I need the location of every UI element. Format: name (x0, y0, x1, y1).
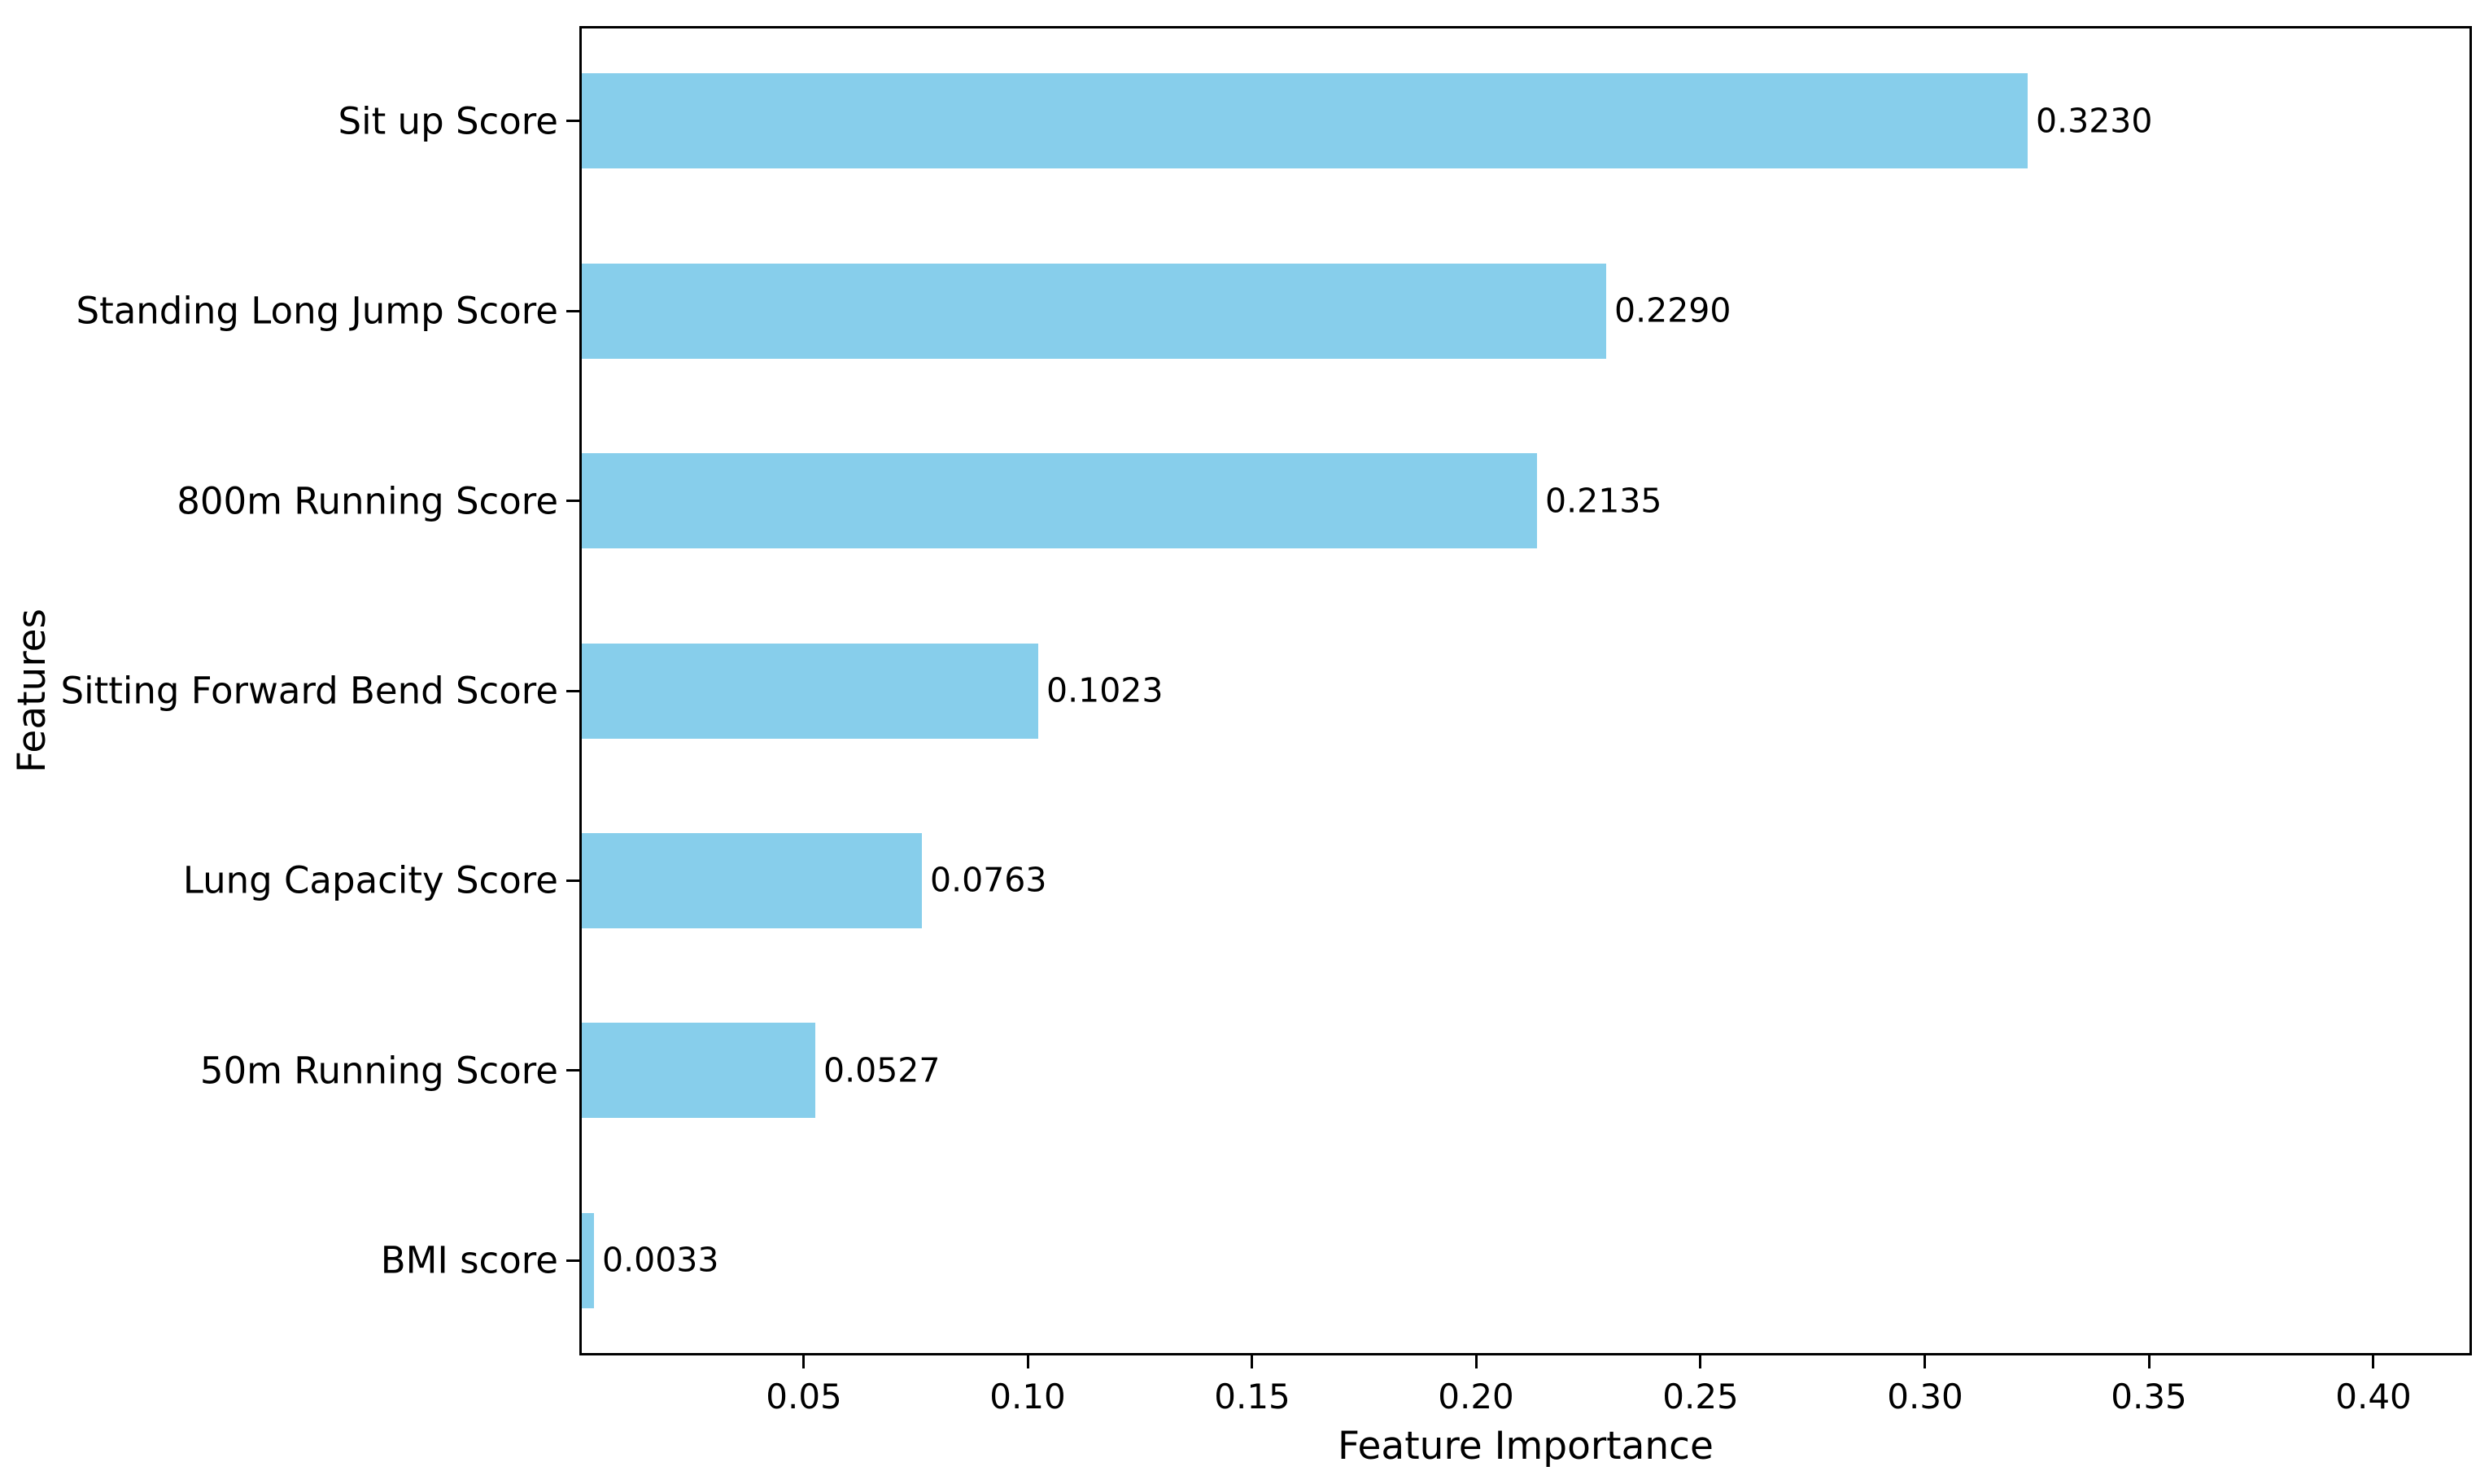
y-tick-mark (566, 500, 579, 502)
bar-800m-running-score (579, 453, 1537, 548)
y-tick-label: Standing Long Jump Score (76, 289, 559, 333)
x-tick-mark (2372, 1355, 2374, 1368)
y-tick-mark (566, 879, 579, 882)
x-tick-mark (2148, 1355, 2151, 1368)
y-tick-mark (566, 310, 579, 312)
x-tick-mark (1027, 1355, 1029, 1368)
x-tick-mark (1251, 1355, 1253, 1368)
y-tick-mark (566, 120, 579, 122)
x-tick-mark (802, 1355, 805, 1368)
x-tick-mark (1475, 1355, 1478, 1368)
y-tick-label: BMI score (380, 1238, 558, 1282)
y-tick-mark (566, 690, 579, 692)
bar-value-label: 0.0763 (930, 860, 1047, 900)
x-tick-label: 0.15 (1214, 1377, 1290, 1416)
y-tick-label: 50m Running Score (199, 1049, 558, 1093)
x-tick-mark (1699, 1355, 1701, 1368)
bar-bmi-score (579, 1213, 594, 1308)
bar-sit-up-score (579, 73, 2028, 168)
x-tick-label: 0.40 (2335, 1377, 2412, 1416)
x-tick-label: 0.35 (2111, 1377, 2187, 1416)
x-tick-label: 0.30 (1887, 1377, 1963, 1416)
x-axis-label: Feature Importance (1338, 1424, 1714, 1469)
bar-50m-running-score (579, 1023, 815, 1118)
y-tick-label: Sitting Forward Bend Score (60, 669, 559, 713)
bar-sitting-forward-bend-score (579, 644, 1038, 739)
x-tick-label: 0.25 (1662, 1377, 1739, 1416)
y-tick-label: Lung Capacity Score (182, 858, 558, 902)
x-tick-mark (1924, 1355, 1926, 1368)
y-tick-label: 800m Running Score (177, 479, 558, 523)
bar-value-label: 0.0033 (602, 1240, 719, 1280)
bar-lung-capacity-score (579, 833, 922, 928)
bar-value-label: 0.3230 (2036, 101, 2153, 141)
y-tick-label: Sit up Score (338, 99, 558, 143)
bar-value-label: 0.1023 (1046, 670, 1164, 710)
x-tick-label: 0.05 (766, 1377, 842, 1416)
bar-value-label: 0.2290 (1614, 290, 1731, 330)
x-tick-label: 0.20 (1438, 1377, 1514, 1416)
x-tick-label: 0.10 (989, 1377, 1066, 1416)
bar-value-label: 0.2135 (1545, 481, 1662, 521)
bar-standing-long-jump-score (579, 264, 1606, 359)
y-tick-mark (566, 1069, 579, 1072)
bar-value-label: 0.0527 (823, 1050, 941, 1090)
y-tick-mark (566, 1259, 579, 1262)
